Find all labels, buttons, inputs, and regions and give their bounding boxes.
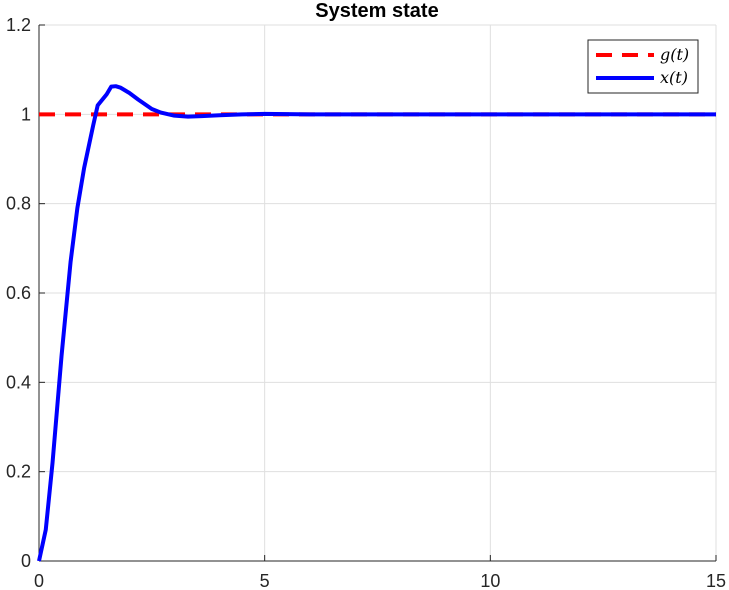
y-tick-label-4: 0.8 [6, 194, 31, 214]
x-tick-label-1: 5 [260, 571, 270, 590]
y-tick-label-1: 0.2 [6, 462, 31, 482]
series-layer [37, 84, 716, 562]
x-tick-label-2: 10 [480, 571, 500, 590]
y-tick-label-5: 1 [21, 104, 31, 124]
x-tick-label-3: 15 [706, 571, 726, 590]
grid [38, 24, 717, 562]
y-tick-label-3: 0.6 [6, 283, 31, 303]
y-tick-label-6: 1.2 [6, 15, 31, 35]
tick-labels: 0 5 10 15 0 0.2 0.4 0.6 0.8 1 1.2 [6, 15, 726, 590]
legend-label-0: g(t) [660, 45, 689, 64]
legend-label-1: x(t) [660, 68, 688, 87]
legend-box [587, 39, 699, 94]
y-tick-label-0: 0 [21, 551, 31, 571]
chart-title: System state [315, 0, 438, 22]
legend: g(t) x(t) [587, 39, 699, 94]
series-line-1 [37, 84, 716, 562]
x-tick-label-0: 0 [34, 571, 44, 590]
y-tick-label-2: 0.4 [6, 372, 31, 392]
